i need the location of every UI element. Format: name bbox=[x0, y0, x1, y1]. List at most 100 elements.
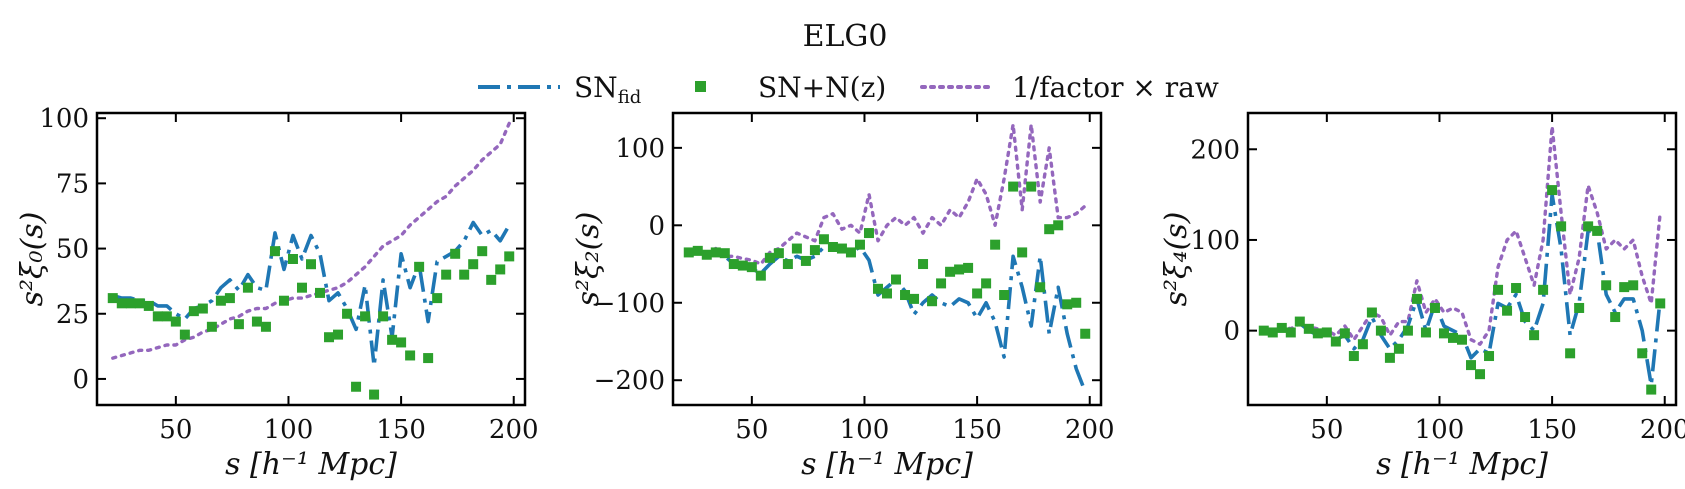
data-point-sn-nz bbox=[179, 329, 190, 340]
xtick-label: 150 bbox=[952, 415, 1002, 445]
data-point-sn-nz bbox=[1321, 327, 1332, 338]
xtick-label: 100 bbox=[264, 415, 314, 445]
data-point-sn-nz bbox=[1447, 332, 1458, 343]
data-point-sn-nz bbox=[360, 311, 371, 322]
data-point-sn-nz bbox=[1493, 284, 1504, 295]
plot-layer-monopole bbox=[107, 121, 515, 400]
data-point-sn-nz bbox=[423, 353, 434, 364]
ytick-label: 25 bbox=[56, 300, 89, 330]
series-line-raw bbox=[111, 121, 511, 360]
data-point-sn-nz bbox=[1357, 339, 1368, 350]
data-point-sn-nz bbox=[342, 308, 353, 319]
data-point-sn-nz bbox=[1466, 360, 1477, 371]
data-point-sn-nz bbox=[1457, 334, 1467, 345]
data-point-sn-nz bbox=[981, 278, 992, 289]
data-point-sn-nz bbox=[1429, 302, 1440, 313]
data-point-sn-nz bbox=[1520, 312, 1531, 323]
data-point-sn-nz bbox=[1511, 283, 1522, 294]
xtick-label: 50 bbox=[735, 415, 768, 445]
axes-frame-monopole bbox=[95, 111, 527, 407]
legend: SNfid SN+N(z) 1/factor × raw bbox=[478, 71, 1219, 108]
ytick-label: −200 bbox=[594, 366, 665, 396]
data-point-sn-nz bbox=[197, 303, 208, 314]
data-point-sn-nz bbox=[1035, 282, 1046, 293]
axes-frame-quadrupole bbox=[671, 111, 1103, 407]
data-point-sn-nz bbox=[710, 247, 721, 258]
tick-layer-hexadecapole: 50 100 150 200 0 100 200 bbox=[1190, 113, 1685, 445]
data-point-sn-nz bbox=[999, 290, 1010, 301]
data-point-sn-nz bbox=[405, 350, 416, 361]
data-point-sn-nz bbox=[486, 274, 497, 285]
data-point-sn-nz bbox=[1610, 312, 1621, 323]
data-point-sn-nz bbox=[746, 262, 757, 273]
ylabel-quadrupole: s²ξ₂(s) bbox=[571, 212, 606, 307]
data-point-sn-nz bbox=[764, 252, 775, 263]
ylabel-hexadecapole: s²ξ₄(s) bbox=[1159, 212, 1194, 307]
data-point-sn-nz bbox=[1303, 323, 1314, 334]
data-point-sn-nz bbox=[818, 234, 829, 245]
data-point-sn-nz bbox=[170, 316, 181, 327]
data-point-sn-nz bbox=[990, 239, 1001, 250]
ytick-label: 75 bbox=[56, 169, 89, 199]
data-point-sn-nz bbox=[414, 261, 425, 272]
data-point-sn-nz bbox=[278, 295, 289, 306]
data-point-sn-nz bbox=[827, 241, 838, 252]
data-point-sn-nz bbox=[1619, 282, 1630, 293]
data-point-sn-nz bbox=[269, 246, 280, 257]
data-point-sn-nz bbox=[215, 295, 226, 306]
data-point-sn-nz bbox=[1529, 330, 1540, 341]
data-point-sn-nz bbox=[1538, 284, 1549, 295]
data-point-sn-nz bbox=[143, 300, 154, 311]
plot-layer-hexadecapole bbox=[1258, 124, 1666, 395]
data-point-sn-nz bbox=[1484, 351, 1495, 362]
data-point-sn-nz bbox=[369, 389, 380, 400]
data-point-sn-nz bbox=[1267, 327, 1278, 338]
data-point-sn-nz bbox=[909, 293, 920, 304]
tick-layer-monopole: 50 100 150 200 0 25 50 75 100 bbox=[39, 104, 538, 445]
ytick-label: 100 bbox=[615, 134, 665, 164]
data-point-sn-nz bbox=[791, 243, 802, 254]
legend-label-sn-fid-sub: fid bbox=[618, 87, 642, 108]
ytick-label: 200 bbox=[1190, 135, 1240, 165]
data-point-sn-nz bbox=[1017, 247, 1028, 258]
data-point-sn-nz bbox=[1574, 302, 1585, 313]
data-point-sn-nz bbox=[1348, 351, 1359, 362]
series-line-sn-fid bbox=[112, 220, 511, 368]
data-point-sn-nz bbox=[692, 245, 703, 256]
figure-title: ELG0 bbox=[803, 19, 888, 54]
data-point-sn-nz bbox=[1556, 221, 1567, 232]
data-point-sn-nz bbox=[188, 306, 199, 317]
panel-hexadecapole: 50 100 150 200 0 100 200 s [h⁻¹ Mpc] s²ξ₄(s) bbox=[1159, 111, 1685, 482]
xtick-label: 200 bbox=[1065, 415, 1115, 445]
data-point-sn-nz bbox=[1080, 328, 1091, 339]
data-point-sn-nz bbox=[927, 296, 938, 307]
data-point-sn-nz bbox=[260, 321, 271, 332]
data-point-sn-nz bbox=[1583, 221, 1594, 232]
data-point-sn-nz bbox=[963, 262, 974, 273]
data-point-sn-nz bbox=[1008, 181, 1019, 192]
panel-quadrupole: 50 100 150 200 −200 −100 0 100 s [h⁻¹ Mpc] s²ξ₂… bbox=[571, 111, 1115, 482]
legend-label-sn-nz: SN+N(z) bbox=[758, 71, 886, 104]
ytick-label: 0 bbox=[648, 211, 665, 241]
data-point-sn-nz bbox=[1062, 299, 1073, 310]
data-point-sn-nz bbox=[918, 259, 929, 270]
series-line-raw bbox=[687, 122, 1087, 266]
data-point-sn-nz bbox=[432, 293, 443, 304]
data-point-sn-nz bbox=[315, 287, 326, 298]
data-point-sn-nz bbox=[333, 329, 344, 340]
data-point-sn-nz bbox=[1547, 185, 1558, 196]
data-point-sn-nz bbox=[845, 247, 856, 258]
data-point-sn-nz bbox=[495, 264, 506, 275]
legend-label-sn-fid-base: SN bbox=[574, 71, 618, 104]
data-point-sn-nz bbox=[450, 248, 461, 259]
data-point-sn-nz bbox=[387, 334, 398, 345]
data-point-sn-nz bbox=[1026, 181, 1037, 192]
ylabel-monopole: s²ξ₀(s) bbox=[15, 212, 50, 307]
ytick-label: 0 bbox=[72, 365, 89, 395]
axes-frame-hexadecapole bbox=[1246, 111, 1678, 407]
data-point-sn-nz bbox=[683, 247, 694, 258]
data-point-sn-nz bbox=[224, 293, 235, 304]
ytick-label: −100 bbox=[594, 289, 665, 319]
data-point-sn-nz bbox=[719, 248, 730, 259]
